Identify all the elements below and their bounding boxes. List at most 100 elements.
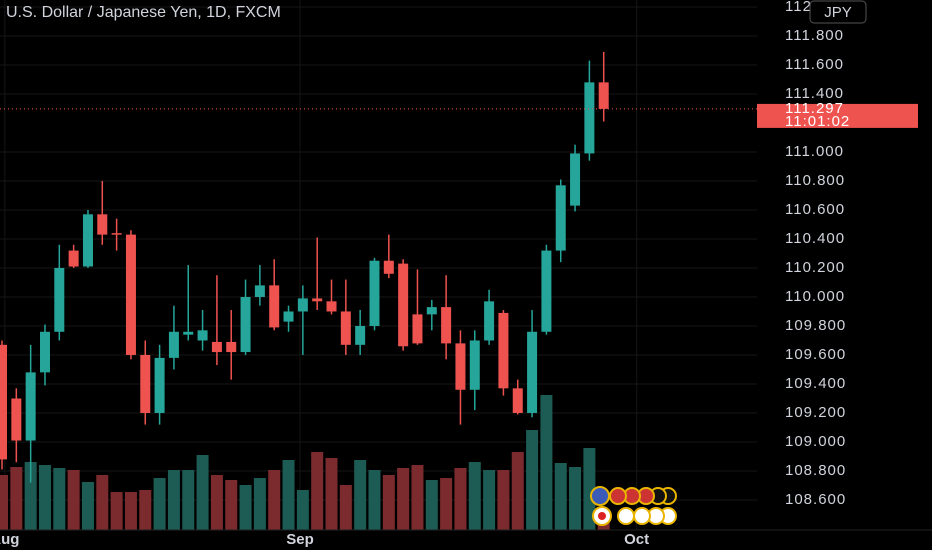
volume-bar — [583, 448, 596, 530]
y-tick-label: 111.400 — [785, 85, 844, 102]
volume-bar — [368, 470, 381, 530]
y-tick-label: 109.800 — [785, 317, 846, 334]
x-tick-label: Oct — [624, 531, 649, 548]
candle-body — [125, 234, 136, 355]
volume-bar — [511, 452, 524, 530]
candle-body — [383, 260, 394, 274]
candle-body — [240, 296, 251, 353]
y-tick-label: 108.800 — [785, 462, 846, 479]
volume-bar — [225, 480, 238, 530]
last-price-box — [757, 103, 918, 128]
volume-bar — [268, 470, 281, 530]
candle-body — [398, 263, 409, 347]
volume-bar — [10, 467, 23, 530]
volume-bar — [0, 475, 9, 530]
volume-bar — [38, 465, 51, 530]
candle-body — [254, 285, 265, 297]
volume-bar — [526, 430, 539, 530]
volume-bar — [354, 460, 367, 530]
candle-body — [97, 214, 108, 235]
candle-body — [369, 260, 380, 326]
candle-body — [512, 388, 523, 413]
candle-body — [340, 311, 351, 345]
volume-bar — [239, 485, 252, 530]
candle-body — [326, 301, 337, 312]
volume-bar — [411, 465, 424, 530]
volume-bar — [182, 470, 195, 530]
candle-body — [269, 285, 280, 328]
candle-body — [11, 398, 22, 441]
candle-body — [541, 250, 552, 332]
event-icons — [590, 486, 677, 526]
volume-bar — [196, 455, 209, 530]
volume-pane — [0, 395, 610, 530]
volume-bar — [540, 395, 553, 530]
candle-body — [54, 267, 65, 332]
y-tick-label: 111.800 — [785, 27, 844, 44]
y-tick-label: 108.600 — [785, 491, 846, 508]
volume-bar — [24, 462, 37, 530]
chart-title: U.S. Dollar / Japanese Yen, 1D, FXCM — [6, 4, 281, 21]
candle-body — [39, 331, 50, 373]
candle-body — [455, 343, 466, 390]
last-price-label: 111.297 — [785, 100, 844, 117]
volume-bar — [153, 478, 166, 530]
x-tick-label: Aug — [0, 531, 19, 548]
currency[interactable]: JPY — [824, 4, 852, 21]
volume-bar — [167, 470, 180, 530]
volume-bar — [311, 452, 324, 530]
candle-body — [168, 331, 179, 358]
volume-bar — [296, 490, 309, 530]
price-axis: 108.600 108.800 109.000 109.200 109.400 109.6… — [0, 0, 846, 548]
candle-body — [570, 153, 581, 206]
volume-bar — [81, 482, 94, 530]
candle-body — [312, 298, 323, 302]
y-tick-label: 109.400 — [785, 375, 846, 392]
candle-body — [140, 354, 151, 413]
candle-body — [183, 331, 194, 335]
volume-bar — [325, 458, 338, 530]
volume-bar — [454, 468, 467, 530]
volume-bar — [53, 468, 66, 530]
candle-body — [111, 233, 122, 235]
candle-body — [211, 341, 222, 353]
candle-body — [197, 330, 208, 341]
volume-bar — [210, 475, 223, 530]
volume-bar — [139, 490, 152, 530]
candle-body — [226, 341, 237, 353]
candle-body — [498, 312, 509, 389]
y-tick-label: 111.600 — [785, 56, 844, 73]
candle-body — [283, 311, 294, 322]
candle-body — [154, 357, 165, 413]
volume-bar — [425, 480, 438, 530]
y-tick-label: 110.000 — [785, 288, 845, 305]
volume-bar — [483, 470, 496, 530]
y-tick-label: 111.000 — [785, 143, 844, 160]
volume-bar — [468, 462, 481, 530]
y-tick-label: 109.000 — [785, 433, 846, 450]
volume-bar — [382, 475, 395, 530]
volume-bar — [569, 467, 582, 530]
volume-bar — [67, 470, 80, 530]
volume-bar — [96, 475, 109, 530]
volume-bar — [497, 470, 510, 530]
candle-body — [484, 301, 495, 341]
candle-body — [426, 307, 437, 315]
volume-bar — [282, 460, 295, 530]
candle-body — [355, 325, 366, 345]
candle-body — [82, 214, 93, 267]
countdown: 11:01:02 — [785, 113, 850, 130]
volume-bar — [124, 492, 137, 530]
candle-body — [412, 314, 423, 344]
volume-bar — [339, 485, 352, 530]
volume-bar — [253, 478, 266, 530]
currency-box[interactable] — [809, 0, 867, 24]
y-tick-label: 109.200 — [785, 404, 846, 421]
y-tick-label: 110.800 — [785, 172, 845, 189]
candle-body — [469, 340, 480, 390]
candle-body — [68, 250, 79, 267]
candles — [0, 51, 609, 483]
y-tick-label: 109.600 — [785, 346, 846, 363]
